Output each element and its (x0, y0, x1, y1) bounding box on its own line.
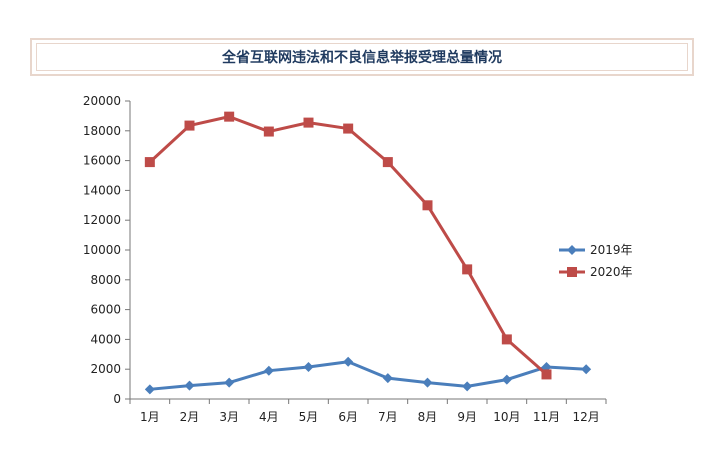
series-1-point (382, 373, 393, 384)
x-tick-label: 4月 (259, 410, 279, 424)
series-2-point (144, 157, 155, 168)
series-1-point (501, 374, 512, 385)
x-tick-label: 6月 (338, 410, 358, 424)
series-2-point (343, 123, 354, 134)
y-tick-label: 8000 (90, 273, 121, 287)
series-1-point (224, 377, 235, 388)
x-tick-label: 2月 (180, 410, 200, 424)
series-2-point (382, 157, 393, 168)
y-tick-label: 20000 (83, 94, 121, 108)
title-frame-outer (30, 38, 694, 76)
legend-label: 2019年 (590, 243, 633, 257)
x-tick-label: 12月 (573, 410, 600, 424)
y-tick-label: 4000 (90, 332, 121, 346)
x-tick-label: 1月 (140, 410, 160, 424)
series-2-point (422, 200, 433, 211)
legend-marker (567, 245, 577, 255)
series-2-point (541, 369, 552, 380)
x-tick-label: 3月 (219, 410, 239, 424)
series-1-point (462, 381, 473, 392)
title-frame-inner (36, 43, 688, 71)
series-2-point (263, 126, 274, 137)
series-1-point (422, 377, 433, 388)
series-2-point (184, 120, 195, 131)
y-tick-label: 6000 (90, 303, 121, 317)
series-1-point (144, 384, 155, 395)
series-2-point (224, 111, 235, 122)
series-1-point (263, 365, 274, 376)
x-tick-label: 7月 (378, 410, 398, 424)
series-1-point (303, 361, 314, 372)
y-tick-label: 2000 (90, 362, 121, 376)
series-1-point (581, 364, 592, 375)
y-tick-label: 16000 (83, 154, 121, 168)
series-2-point (501, 334, 512, 345)
x-tick-label: 9月 (457, 410, 477, 424)
series-1-point (184, 380, 195, 391)
y-tick-label: 12000 (83, 213, 121, 227)
legend-marker (567, 267, 577, 277)
chart-title-banner: 全省互联网违法和不良信息举报受理总量情况 (30, 38, 694, 76)
y-tick-label: 10000 (83, 243, 121, 257)
series-line-1 (149, 360, 587, 391)
y-tick-label: 0 (113, 392, 121, 406)
y-tick-label: 18000 (83, 124, 121, 138)
x-tick-label: 5月 (299, 410, 319, 424)
x-tick-label: 11月 (533, 410, 560, 424)
series-line-2 (148, 115, 548, 376)
series-1-point (343, 356, 354, 367)
x-tick-label: 8月 (418, 410, 438, 424)
chart-title: 全省互联网违法和不良信息举报受理总量情况 (222, 50, 502, 66)
y-tick-label: 14000 (83, 183, 121, 197)
series-2-point (303, 117, 314, 128)
legend-label: 2020年 (590, 265, 633, 279)
series-2-point (462, 264, 473, 275)
x-tick-label: 10月 (493, 410, 520, 424)
